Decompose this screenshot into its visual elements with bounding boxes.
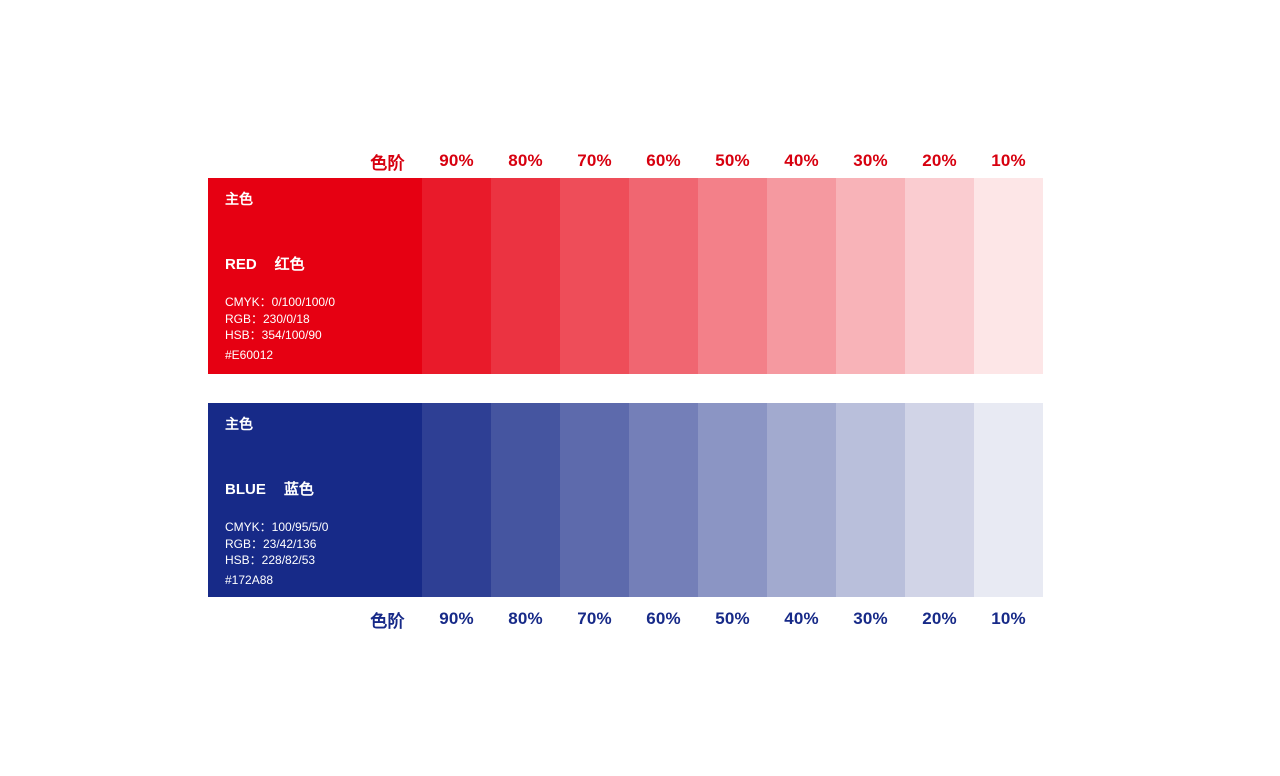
brand-color-palette: 色阶 90% 80% 70% 60% 50% 40% 30% 20% 10% 主色 RED 红色 C… — [208, 144, 1043, 641]
tint-swatch-blue-80 — [491, 403, 560, 597]
tint-percent-label: 20% — [922, 151, 957, 170]
color-name-cn: 蓝色 — [283, 481, 314, 498]
tint-swatch-red-60 — [629, 178, 698, 374]
color-block-blue: 主色 BLUE 蓝色 CMYK：100/95/5/0 RGB：23/42/136 … — [208, 403, 1043, 597]
tint-swatch-red-40 — [767, 178, 836, 374]
color-specs: CMYK：100/95/5/0 RGB：23/42/136 HSB：228/82… — [225, 519, 328, 569]
tint-swatch-red-30 — [836, 178, 905, 374]
tint-scale-header-bottom: 色阶 90% 80% 70% 60% 50% 40% 30% 20% 10% — [353, 597, 1043, 641]
tint-percent-label: 90% — [439, 151, 474, 170]
scale-title-label: 色阶 — [370, 611, 405, 631]
tint-percent-label: 10% — [991, 609, 1026, 628]
color-info-panel-blue: 主色 BLUE 蓝色 CMYK：100/95/5/0 RGB：23/42/136 … — [208, 403, 353, 597]
tint-swatch-blue-20 — [905, 403, 974, 597]
tint-percent-label: 40% — [784, 151, 819, 170]
color-name-en: BLUE — [225, 481, 266, 498]
category-label: 主色 — [225, 191, 253, 207]
color-name-row: BLUE 蓝色 — [225, 478, 314, 499]
tint-swatch-blue-60 — [629, 403, 698, 597]
tint-swatch-red-10 — [974, 178, 1043, 374]
rgb-value: RGB：230/0/18 — [225, 311, 310, 326]
tint-swatch-red-50 — [698, 178, 767, 374]
tint-percent-label: 50% — [715, 151, 750, 170]
tint-percent-label: 60% — [646, 609, 681, 628]
color-name-cn: 红色 — [274, 256, 305, 273]
tint-swatch-blue-70 — [560, 403, 629, 597]
color-name-row: RED 红色 — [225, 253, 305, 274]
tint-swatch-blue-50 — [698, 403, 767, 597]
tint-percent-label: 80% — [508, 151, 543, 170]
color-block-red: 主色 RED 红色 CMYK：0/100/100/0 RGB：230/0/18 H… — [208, 178, 1043, 374]
scale-title-label: 色阶 — [370, 153, 405, 173]
hex-value: #E60012 — [225, 348, 274, 362]
tint-percent-label: 60% — [646, 151, 681, 170]
tint-percent-label: 80% — [508, 609, 543, 628]
swatch-row-red — [353, 178, 1043, 374]
tint-swatch-red-100 — [353, 178, 422, 374]
tint-percent-label: 40% — [784, 609, 819, 628]
tint-swatch-red-70 — [560, 178, 629, 374]
tint-percent-label: 20% — [922, 609, 957, 628]
tint-swatch-blue-10 — [974, 403, 1043, 597]
tint-swatch-red-20 — [905, 178, 974, 374]
color-info-panel-red: 主色 RED 红色 CMYK：0/100/100/0 RGB：230/0/18 H… — [208, 178, 353, 374]
tint-percent-label: 90% — [439, 609, 474, 628]
tint-percent-label: 10% — [991, 151, 1026, 170]
tint-swatch-red-80 — [491, 178, 560, 374]
hex-value: #172A88 — [225, 573, 274, 587]
cmyk-value: CMYK：0/100/100/0 — [225, 295, 336, 309]
swatch-row-blue — [353, 403, 1043, 597]
tint-percent-label: 30% — [853, 151, 888, 170]
color-specs: CMYK：0/100/100/0 RGB：230/0/18 HSB：354/10… — [225, 294, 335, 344]
tint-swatch-blue-40 — [767, 403, 836, 597]
tint-percent-label: 70% — [577, 609, 612, 628]
tint-swatch-blue-30 — [836, 403, 905, 597]
tint-swatch-red-90 — [422, 178, 491, 374]
hsb-value: HSB：228/82/53 — [225, 553, 316, 567]
tint-percent-label: 30% — [853, 609, 888, 628]
tint-percent-label: 50% — [715, 609, 750, 628]
tint-swatch-blue-100 — [353, 403, 422, 597]
category-label: 主色 — [225, 416, 253, 432]
tint-percent-label: 70% — [577, 151, 612, 170]
tint-swatch-blue-90 — [422, 403, 491, 597]
rgb-value: RGB：23/42/136 — [225, 536, 317, 551]
tint-scale-header-top: 色阶 90% 80% 70% 60% 50% 40% 30% 20% 10% — [353, 144, 1043, 178]
hsb-value: HSB：354/100/90 — [225, 328, 322, 342]
color-name-en: RED — [225, 256, 257, 273]
cmyk-value: CMYK：100/95/5/0 — [225, 520, 329, 534]
